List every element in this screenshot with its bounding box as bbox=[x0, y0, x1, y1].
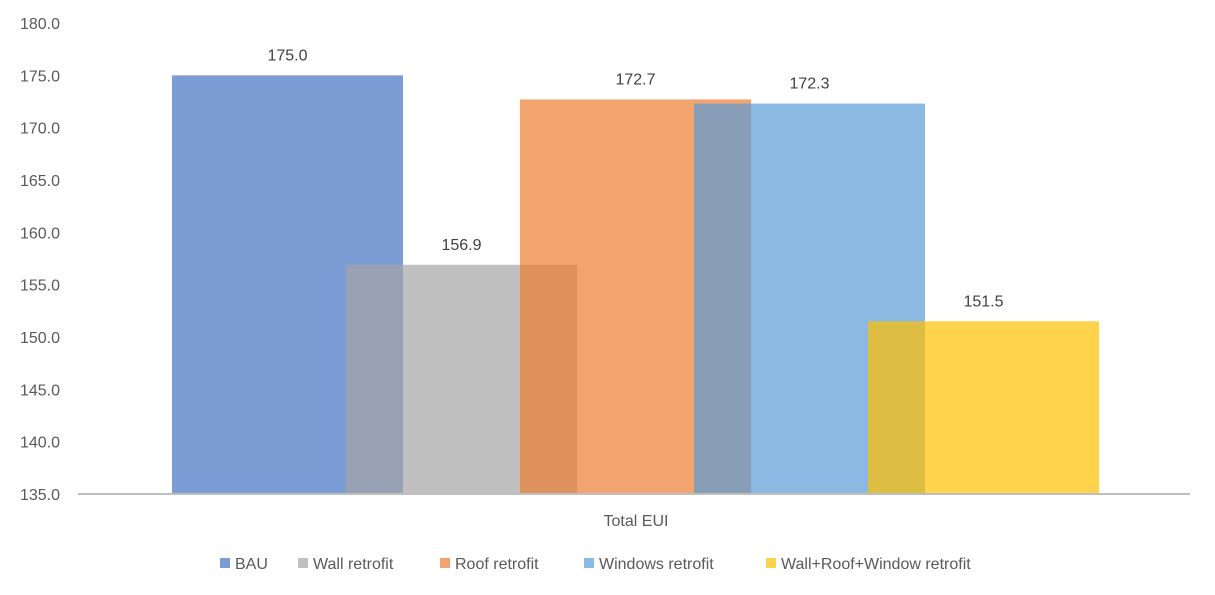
bars bbox=[172, 75, 1099, 495]
legend-item-wall-retrofit[interactable]: Wall retrofit bbox=[298, 556, 394, 573]
y-axis: 135.0 140.0 145.0 150.0 155.0 160.0 165.0 170.0… bbox=[20, 16, 60, 504]
y-tick-label: 170.0 bbox=[20, 121, 60, 138]
legend-swatch bbox=[584, 558, 594, 568]
legend-swatch bbox=[298, 558, 308, 568]
legend-swatch bbox=[440, 558, 450, 568]
legend-label: Roof retrofit bbox=[455, 556, 539, 573]
legend-label: BAU bbox=[235, 556, 268, 573]
x-category-label: Total EUI bbox=[604, 513, 669, 530]
legend-item-bau[interactable]: BAU bbox=[220, 556, 268, 573]
y-tick-label: 135.0 bbox=[20, 487, 60, 504]
y-tick-label: 160.0 bbox=[20, 225, 60, 242]
legend: BAU Wall retrofit Roof retrofit Windows ret… bbox=[220, 556, 971, 573]
legend-label: Wall+Roof+Window retrofit bbox=[781, 556, 971, 573]
legend-label: Windows retrofit bbox=[599, 556, 714, 573]
legend-label: Wall retrofit bbox=[313, 556, 394, 573]
data-label: 151.5 bbox=[963, 293, 1003, 310]
y-tick-label: 180.0 bbox=[20, 16, 60, 33]
bar-wall-roof-window-retrofit[interactable] bbox=[868, 321, 1099, 494]
legend-swatch bbox=[220, 558, 230, 568]
y-tick-label: 145.0 bbox=[20, 382, 60, 399]
y-tick-label: 155.0 bbox=[20, 278, 60, 295]
y-tick-label: 140.0 bbox=[20, 435, 60, 452]
legend-item-wall-roof-window-retrofit[interactable]: Wall+Roof+Window retrofit bbox=[766, 556, 971, 573]
legend-item-roof-retrofit[interactable]: Roof retrofit bbox=[440, 556, 539, 573]
y-tick-label: 165.0 bbox=[20, 173, 60, 190]
data-label: 156.9 bbox=[441, 237, 481, 254]
legend-item-windows-retrofit[interactable]: Windows retrofit bbox=[584, 556, 714, 573]
legend-swatch bbox=[766, 558, 776, 568]
data-labels: 175.0 156.9 172.7 172.3 151.5 bbox=[267, 47, 1003, 310]
data-label: 172.3 bbox=[789, 76, 829, 93]
data-label: 172.7 bbox=[615, 71, 655, 88]
y-tick-label: 175.0 bbox=[20, 68, 60, 85]
y-tick-label: 150.0 bbox=[20, 330, 60, 347]
data-label: 175.0 bbox=[267, 47, 307, 64]
